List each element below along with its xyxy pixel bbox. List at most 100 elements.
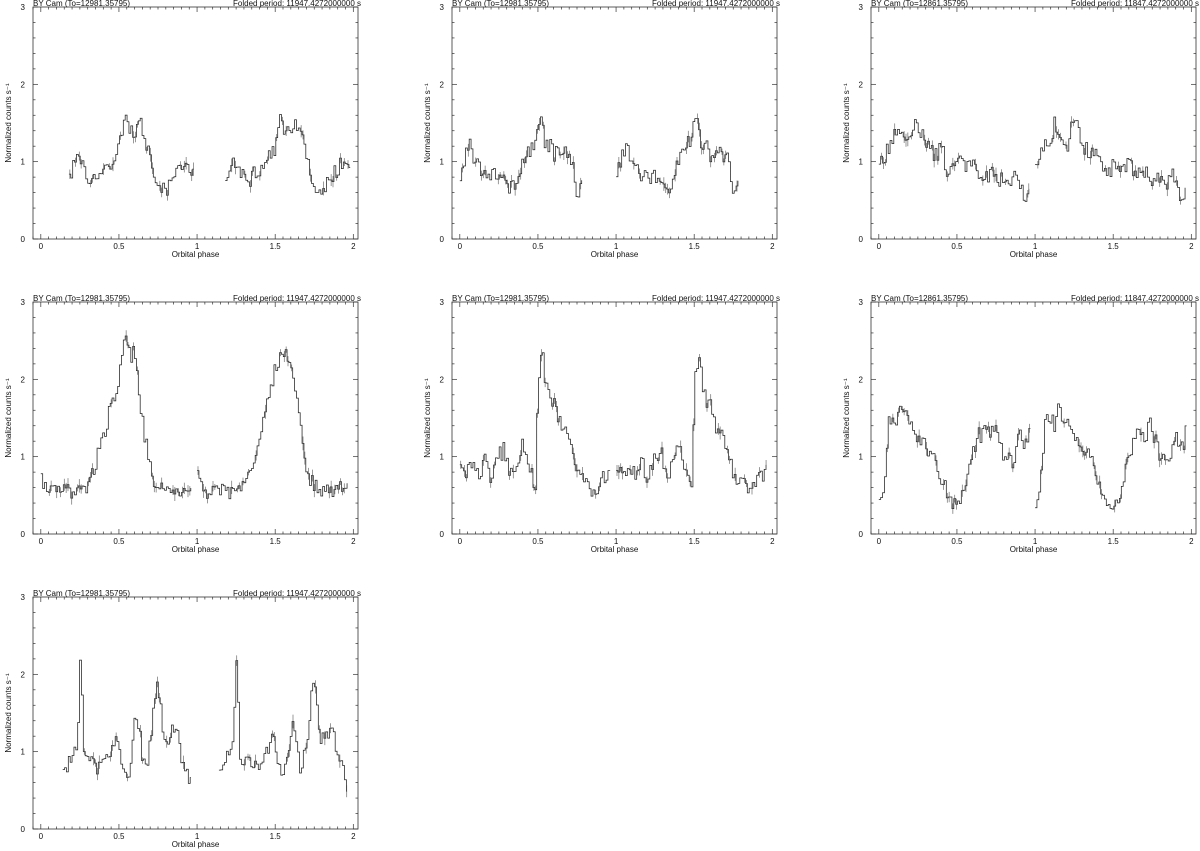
panel-7: 0 0.5 1 1.5 2 0 1 2 3 BY Cam (To=12981.35795) Fold…	[4, 589, 361, 849]
panel-7-x-tick-label: 0	[39, 832, 44, 841]
panel-6-x-tick-label: 1	[1033, 537, 1038, 546]
panel-4-light-curve-cycle-1	[40, 335, 192, 499]
panel-4-x-tick-label: 1	[195, 537, 200, 546]
panel-2-light-curve-cycle-2	[616, 118, 739, 194]
panel-3-x-tick-label: 0	[877, 242, 882, 251]
panel-5-y-tick-label: 0	[440, 530, 445, 539]
panel-2-y-tick-label: 2	[440, 80, 445, 89]
panel-7-x-tick-label: 2	[351, 832, 356, 841]
panel-7-x-axis-label: Orbital phase	[172, 840, 220, 849]
panel-4-y-tick-label: 1	[21, 453, 26, 462]
panel-2-x-tick-label: 2	[770, 242, 775, 251]
panel-4-light-curve	[40, 335, 348, 500]
panel-6-x-tick-label: 1.5	[1108, 537, 1120, 546]
panel-5-light-curve-cycle-2	[616, 357, 767, 494]
panel-6-light-curve-cycle-2	[1035, 403, 1187, 510]
panel-6-x-tick-label: 0.5	[951, 537, 963, 546]
panel-1-y-tick-label: 2	[21, 80, 26, 89]
panel-2-y-axis-label: Normalized counts s⁻¹	[423, 83, 432, 163]
panel-4-x-tick-label: 0.5	[113, 537, 125, 546]
panel-3-y-tick-label: 0	[859, 235, 864, 244]
panel-3-y-tick-label: 2	[859, 80, 864, 89]
panel-3-error-bars	[881, 116, 1181, 205]
panel-3-x-tick-label: 1.5	[1108, 242, 1120, 251]
panel-2-y-tick-label: 3	[440, 3, 445, 12]
panel-1-light-curve-cycle-1	[68, 114, 194, 196]
panel-5-x-tick-label: 0	[458, 537, 463, 546]
panel-3: 0 0.5 1 1.5 2 0 1 2 3 BY Cam (To=12861.35795) Fold…	[842, 0, 1199, 259]
panel-5-error-bars	[460, 349, 767, 499]
panel-4-y-tick-label: 3	[21, 298, 26, 307]
panel-1: 0 0.5 1 1.5 2 0 1 2 3 BY Cam (To=12981.35795) Fold…	[4, 0, 361, 259]
panel-7-light-curve	[62, 659, 348, 792]
panel-2-x-axis-label: Orbital phase	[591, 250, 639, 259]
panel-5-frame	[451, 301, 778, 535]
panel-5-light-curve-cycle-1	[459, 352, 611, 497]
panel-2-y-tick-label: 1	[440, 158, 445, 167]
panel-6-y-axis-label: Normalized counts s⁻¹	[842, 378, 851, 458]
panel-6-y-tick-label: 2	[859, 375, 864, 384]
panel-3-light-curve	[878, 116, 1186, 202]
panel-7-x-tick-label: 1	[195, 832, 200, 841]
panel-1-x-tick-label: 1	[195, 242, 200, 251]
panel-1-x-axis-label: Orbital phase	[172, 250, 220, 259]
panel-3-title-right: Folded period: 11847.4272000000 s	[1071, 0, 1199, 8]
panel-3-x-tick-label: 0.5	[951, 242, 963, 251]
panel-5-title-right: Folded period: 11947.4272000000 s	[652, 294, 780, 303]
panel-5-y-tick-label: 3	[440, 298, 445, 307]
panel-5-x-tick-label: 1	[614, 537, 619, 546]
panel-7-title-left: BY Cam (To=12981.35795)	[33, 589, 130, 598]
panel-7-y-tick-label: 1	[21, 748, 26, 757]
panel-5-y-tick-label: 2	[440, 375, 445, 384]
panel-5-x-tick-label: 0.5	[532, 537, 544, 546]
panel-2-x-tick-label: 1	[614, 242, 619, 251]
panel-2-x-tick-label: 0	[458, 242, 463, 251]
panel-3-frame	[870, 6, 1197, 240]
panel-4-error-bars	[48, 330, 345, 505]
panel-3-y-axis-label: Normalized counts s⁻¹	[842, 83, 851, 163]
panel-2-title-left: BY Cam (To=12981.35795)	[452, 0, 549, 8]
panel-1-x-tick-label: 1.5	[270, 242, 282, 251]
panel-1-y-axis-label: Normalized counts s⁻¹	[4, 83, 13, 163]
panel-7-y-tick-label: 2	[21, 670, 26, 679]
panel-1-title-right: Folded period: 11947.4272000000 s	[233, 0, 361, 8]
panel-5-light-curve	[459, 352, 767, 497]
panel-1-x-tick-label: 0	[39, 242, 44, 251]
panel-3-title-left: BY Cam (To=12861.35795)	[871, 0, 968, 8]
panel-2-light-curve	[459, 116, 739, 198]
panel-1-title-left: BY Cam (To=12981.35795)	[33, 0, 130, 8]
panel-4-title-left: BY Cam (To=12981.35795)	[33, 294, 130, 303]
panel-7-x-tick-label: 0.5	[113, 832, 125, 841]
panel-4: 0 0.5 1 1.5 2 0 1 2 3 BY Cam (To=12981.35795) Fold…	[4, 294, 361, 554]
panel-4-y-axis-label: Normalized counts s⁻¹	[4, 378, 13, 458]
panel-5-y-tick-label: 1	[440, 453, 445, 462]
panel-3-y-tick-label: 3	[859, 3, 864, 12]
panel-1-light-curve	[68, 114, 351, 196]
panel-2-error-bars	[462, 113, 738, 199]
panel-2-x-tick-label: 0.5	[532, 242, 544, 251]
panel-2-y-tick-label: 0	[440, 235, 445, 244]
panel-1-x-tick-label: 2	[351, 242, 356, 251]
panel-6-x-axis-label: Orbital phase	[1010, 545, 1058, 554]
panel-2-light-curve-cycle-1	[459, 116, 583, 198]
panel-7-error-bars	[83, 655, 348, 798]
panel-3-x-tick-label: 1	[1033, 242, 1038, 251]
panel-7-title-right: Folded period: 11947.4272000000 s	[233, 589, 361, 598]
panel-3-x-axis-label: Orbital phase	[1010, 250, 1058, 259]
panel-6-title-right: Folded period: 11847.4272000000 s	[1071, 294, 1199, 303]
panel-7-frame	[32, 596, 359, 830]
panel-1-y-tick-label: 1	[21, 158, 26, 167]
panel-4-x-tick-label: 1.5	[270, 537, 282, 546]
panel-6-frame	[870, 301, 1197, 535]
panel-3-light-curve-cycle-2	[1035, 116, 1186, 201]
panel-1-light-curve-cycle-2	[225, 114, 351, 195]
panel-5-x-tick-label: 1.5	[689, 537, 701, 546]
panel-7-x-tick-label: 1.5	[270, 832, 282, 841]
panel-2-title-right: Folded period: 11947.4272000000 s	[652, 0, 780, 8]
panel-5-title-left: BY Cam (To=12981.35795)	[452, 294, 549, 303]
panel-1-y-tick-label: 0	[21, 235, 26, 244]
panel-5-x-axis-label: Orbital phase	[591, 545, 639, 554]
panel-1-y-tick-label: 3	[21, 3, 26, 12]
panel-4-frame	[32, 301, 359, 535]
panel-7-light-curve-cycle-1	[62, 659, 191, 784]
